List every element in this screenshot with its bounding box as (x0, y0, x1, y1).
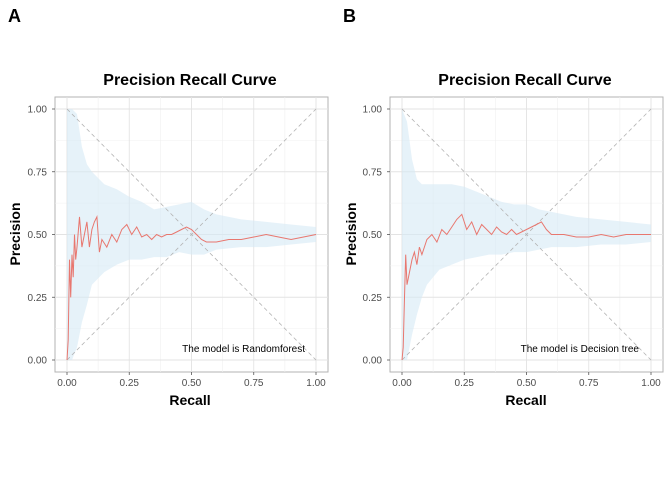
y-tick-label: 0.75 (363, 167, 383, 178)
x-tick-label: 0.75 (244, 378, 264, 389)
y-tick-label: 1.00 (28, 105, 48, 116)
y-axis-title: Precision (343, 202, 359, 265)
y-tick-label: 0.75 (28, 167, 48, 178)
x-tick-label: 0.00 (57, 378, 77, 389)
y-tick-label: 0.25 (28, 293, 48, 304)
x-tick-label: 1.00 (641, 378, 661, 389)
panel-letter: A (8, 6, 21, 26)
reference-diagonal-2 (66, 108, 317, 361)
chart-title: Precision Recall Curve (438, 72, 612, 89)
y-axis-title: Precision (7, 202, 23, 265)
pr-curve-line (66, 215, 317, 361)
x-tick-label: 0.50 (517, 378, 537, 389)
x-axis-title: Recall (169, 392, 210, 408)
axis-ticks: 0.00 0.00 0.25 0.25 0.50 0.50 0.75 0.75 1.00 1.00 (363, 105, 662, 390)
y-tick-label: 0.50 (363, 230, 383, 241)
model-annotation: The model is Decision tree (521, 344, 640, 355)
y-tick-label: 0.00 (28, 356, 48, 367)
x-tick-label: 0.50 (182, 378, 202, 389)
x-tick-label: 1.00 (306, 378, 326, 389)
reference-diagonal-2 (401, 108, 652, 361)
model-annotation: The model is Randomforest (182, 344, 305, 355)
y-tick-label: 1.00 (363, 105, 383, 116)
chart-title: Precision Recall Curve (103, 72, 277, 89)
y-tick-label: 0.00 (363, 356, 383, 367)
pr-curve-line (401, 213, 651, 361)
x-tick-label: 0.75 (579, 378, 599, 389)
panel-letter: B (343, 6, 356, 26)
x-axis-title: Recall (505, 392, 546, 408)
x-tick-label: 0.25 (120, 378, 140, 389)
x-tick-label: 0.25 (455, 378, 475, 389)
y-tick-label: 0.25 (363, 293, 383, 304)
y-tick-label: 0.50 (28, 230, 48, 241)
x-tick-label: 0.00 (392, 378, 412, 389)
axis-ticks: 0.00 0.00 0.25 0.25 0.50 0.50 0.75 0.75 1.00 1.00 (28, 105, 327, 390)
